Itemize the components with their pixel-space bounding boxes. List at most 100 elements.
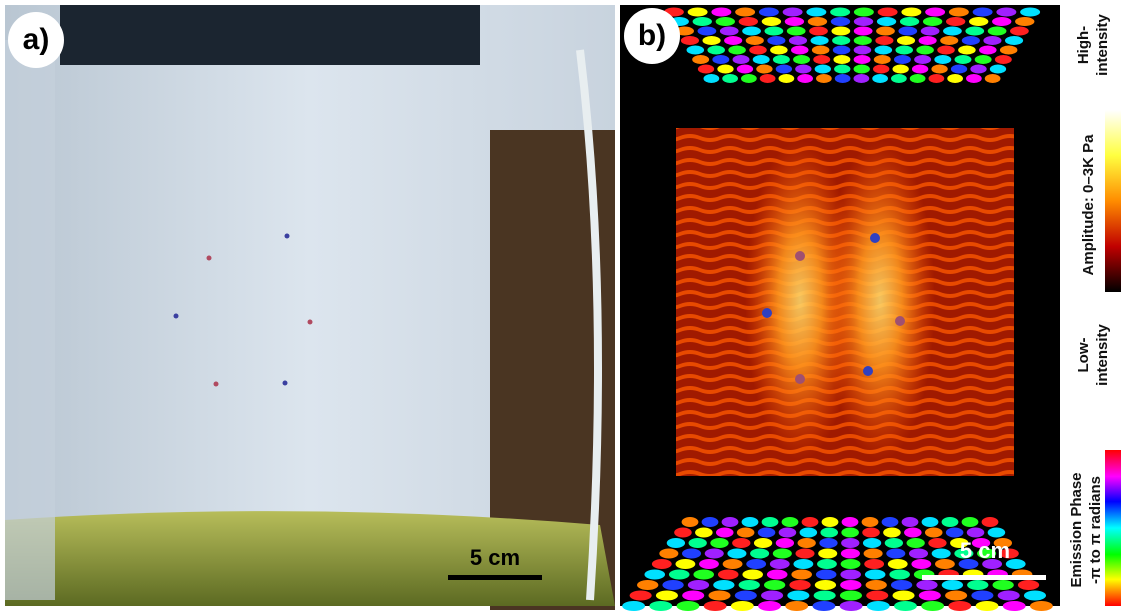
panel-label: b) <box>638 19 666 52</box>
transducer <box>995 55 1012 64</box>
transducer <box>717 65 733 74</box>
transducer <box>800 528 818 538</box>
transducer <box>783 8 803 17</box>
colorbar-title: -π to π radians <box>1087 476 1104 584</box>
transducer <box>712 55 729 64</box>
transducer <box>689 538 707 548</box>
particle <box>283 381 288 386</box>
transducer <box>760 74 776 83</box>
top-array <box>60 5 480 65</box>
transducer <box>773 549 792 559</box>
transducer <box>698 65 714 74</box>
transducer <box>1015 17 1034 26</box>
transducer <box>1018 580 1039 590</box>
transducer <box>758 601 781 611</box>
transducer <box>815 580 836 590</box>
transducer <box>831 17 850 26</box>
transducer <box>892 65 908 74</box>
transducer <box>949 8 969 17</box>
transducer <box>988 528 1006 538</box>
transducer <box>970 65 986 74</box>
transducer <box>909 549 928 559</box>
transducer <box>902 517 919 527</box>
transducer <box>692 55 709 64</box>
transducer <box>813 55 830 64</box>
transducer <box>622 601 645 611</box>
transducer <box>992 17 1011 26</box>
transducer <box>649 601 672 611</box>
particle <box>285 234 290 239</box>
transducer <box>854 17 873 26</box>
transducer <box>809 27 828 36</box>
transducer <box>677 601 700 611</box>
transducer <box>854 55 871 64</box>
transducer <box>791 46 809 55</box>
transducer <box>716 17 735 26</box>
transducer <box>878 8 898 17</box>
transducer <box>912 65 928 74</box>
transducer <box>833 55 850 64</box>
transducer <box>919 36 937 45</box>
transducer <box>818 549 837 559</box>
transducer <box>910 74 926 83</box>
transducer <box>659 549 678 559</box>
transducer <box>867 601 890 611</box>
transducer <box>637 580 658 590</box>
transducer <box>728 46 746 55</box>
transducer <box>731 601 754 611</box>
transducer <box>840 570 861 580</box>
transducer <box>682 549 701 559</box>
transducer <box>1024 591 1046 601</box>
transducer <box>662 580 683 590</box>
transducer <box>718 570 739 580</box>
transducer <box>761 591 783 601</box>
transducer <box>704 601 727 611</box>
transducer <box>934 55 951 64</box>
transducer <box>791 570 812 580</box>
transducer <box>911 559 931 569</box>
transducer <box>707 46 725 55</box>
transducer <box>925 528 943 538</box>
transducer <box>831 27 850 36</box>
transducer <box>897 36 915 45</box>
transducer <box>985 74 1001 83</box>
transducer <box>750 549 769 559</box>
transducer <box>946 528 964 538</box>
amplitude-colorbar <box>1105 110 1121 292</box>
transducer <box>776 65 792 74</box>
transducer <box>749 46 767 55</box>
transducer <box>965 27 984 36</box>
transducer <box>840 601 863 611</box>
transducer <box>891 74 907 83</box>
particle <box>870 233 880 243</box>
transducer <box>674 528 692 538</box>
transducer <box>842 517 859 527</box>
transducer <box>942 517 959 527</box>
transducer <box>785 601 808 611</box>
transducer <box>758 528 776 538</box>
transducer <box>808 17 827 26</box>
transducer <box>644 570 665 580</box>
transducer <box>675 559 695 569</box>
transducer <box>955 55 972 64</box>
transducer <box>982 517 999 527</box>
transducer <box>889 570 910 580</box>
transducer <box>822 517 839 527</box>
transducer <box>876 27 895 36</box>
transducer <box>841 549 860 559</box>
frame-left <box>5 40 55 600</box>
transducer <box>812 601 835 611</box>
bottom-array <box>5 511 615 606</box>
transducer <box>888 559 908 569</box>
transducer <box>630 591 652 601</box>
transducer <box>969 17 988 26</box>
transducer <box>854 27 873 36</box>
transducer <box>979 46 997 55</box>
transducer <box>840 580 861 590</box>
transducer <box>795 549 814 559</box>
transducer <box>716 528 734 538</box>
particle <box>207 256 212 261</box>
transducer <box>811 36 829 45</box>
transducer <box>795 65 811 74</box>
transducer <box>988 27 1007 36</box>
